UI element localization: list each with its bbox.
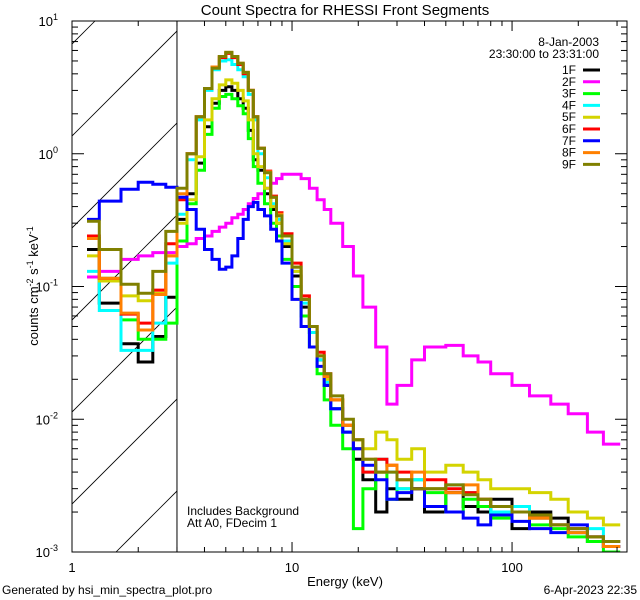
legend-label-6F: 6F [562, 122, 576, 136]
annotation-background: Includes Background [187, 504, 299, 518]
footer-timestamp: 6-Apr-2023 22:35 [544, 583, 638, 597]
y-tick-label: 101 [39, 12, 58, 29]
legend-label-3F: 3F [562, 87, 576, 101]
legend-date: 8-Jan-2003 [538, 35, 599, 49]
series-group [87, 50, 621, 552]
legend-label-9F: 9F [562, 157, 576, 171]
series-line-9F [87, 50, 621, 543]
series-line-2F [87, 172, 621, 446]
series-line-7F [87, 180, 621, 548]
legend-label-2F: 2F [562, 75, 576, 89]
x-tick-label: 1 [68, 560, 75, 575]
y-axis-label: counts cm-2 s-1 keV-1 [25, 226, 41, 345]
plot-frame [71, 20, 628, 553]
hatch-line [72, 30, 177, 137]
legend-label-4F: 4F [562, 98, 576, 112]
legend-label-7F: 7F [562, 134, 576, 148]
hatch-line [0, 21, 3, 552]
x-axis-label: Energy (keV) [307, 574, 383, 589]
axes-group: 1 10 100 101 100 10-1 10-2 10-3 [36, 12, 627, 575]
y-tick-label: 10-3 [36, 543, 58, 560]
legend-label-1F: 1F [562, 63, 576, 77]
legend-label-5F: 5F [562, 110, 576, 124]
y-tick-label: 10-1 [36, 278, 58, 295]
x-tick-label: 10 [285, 560, 299, 575]
excluded-energy-hatch [0, 21, 178, 552]
x-tick-label: 100 [501, 560, 523, 575]
annotation-attenuator: Att A0, FDecim 1 [187, 516, 277, 530]
y-tick-label: 100 [39, 145, 58, 162]
legend-time-range: 23:30:00 to 23:31:00 [489, 47, 599, 61]
hatch-line [72, 214, 177, 321]
footer-generated-by: Generated by hsi_min_spectra_plot.pro [2, 583, 212, 597]
hatch-line [72, 398, 177, 505]
legend-label-8F: 8F [562, 146, 576, 160]
y-tick-label: 10-2 [36, 410, 58, 427]
chart-title: Count Spectra for RHESSI Front Segments [201, 2, 489, 19]
